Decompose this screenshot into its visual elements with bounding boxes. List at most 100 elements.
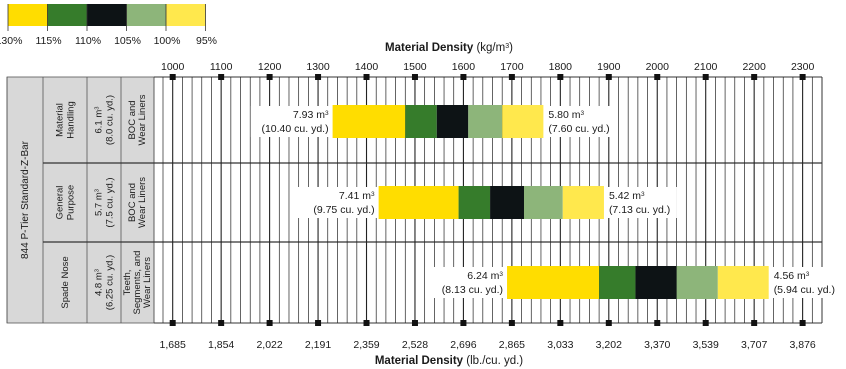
bar-segment <box>458 186 491 219</box>
group-label: 844 P-Tier Standard-Z-Bar <box>20 140 31 259</box>
value-label: (10.40 cu. yd.) <box>261 123 328 135</box>
legend-label: 110% <box>75 35 101 47</box>
tick-marker <box>557 320 564 326</box>
bar-segment <box>523 186 563 219</box>
tick-marker <box>799 74 806 80</box>
value-label: 7.93 m3 <box>293 109 329 121</box>
row-application-label: Handling <box>66 101 77 139</box>
tick-marker <box>411 320 418 326</box>
value-label: 6.24 m3 <box>467 270 503 282</box>
bottom-tick-label: 3,707 <box>741 339 767 351</box>
bottom-tick-label: 1,854 <box>208 339 234 351</box>
top-axis-title-text: Material Density (kg/m3) <box>385 42 513 54</box>
tick-marker <box>169 320 176 326</box>
tick-marker <box>218 320 225 326</box>
row-capacity-label: 5.7 m3 <box>94 188 105 216</box>
top-tick-label: 1900 <box>597 61 621 73</box>
tick-marker <box>460 320 467 326</box>
row-capacity-label: 6.1 m3 <box>94 106 105 134</box>
tick-marker <box>654 320 661 326</box>
legend-swatch <box>87 4 127 26</box>
bar-segment <box>436 105 469 138</box>
legend-swatch <box>166 4 206 26</box>
top-tick-label: 1800 <box>549 61 573 73</box>
tick-marker <box>363 320 370 326</box>
legend-swatch <box>126 4 166 26</box>
top-axis: 1000 1100 1200 1300 1400 1500 1600 1700 1800 1900… <box>161 61 814 73</box>
bar-segment <box>676 266 718 299</box>
top-tick-label: 1700 <box>500 61 524 73</box>
bottom-tick-label: 2,865 <box>499 339 525 351</box>
legend-label: 95% <box>196 35 217 47</box>
value-label: 4.56 m3 <box>774 270 810 282</box>
row-capacity-label: 4.8 m3 <box>94 268 105 296</box>
value-label: (5.94 cu. yd.) <box>774 284 835 296</box>
tick-marker <box>751 74 758 80</box>
bottom-tick-label: 3,370 <box>644 339 670 351</box>
tick-marker <box>654 74 661 80</box>
tick-marker <box>605 74 612 80</box>
legend-label: 105% <box>114 35 141 47</box>
tick-marker <box>702 74 709 80</box>
bar-segment <box>635 266 677 299</box>
bottom-tick-label: 2,191 <box>305 339 331 351</box>
tick-marker <box>702 320 709 326</box>
tick-marker <box>557 74 564 80</box>
bottom-tick-label: 3,202 <box>596 339 622 351</box>
tick-marker <box>508 74 515 80</box>
value-label-bg <box>425 267 507 298</box>
value-label: 5.80 m3 <box>548 109 584 121</box>
tick-marker <box>315 74 322 80</box>
bottom-axis-title: Material Density (lb./cu. yd.) <box>375 355 523 367</box>
top-tick-label: 2200 <box>742 61 766 73</box>
bar-segment <box>562 186 604 219</box>
top-tick-label: 2000 <box>646 61 670 73</box>
tick-marker <box>169 74 176 80</box>
top-tick-label: 1500 <box>403 61 427 73</box>
bottom-axis-title-text: Material Density (lb./cu. yd.) <box>375 355 523 367</box>
bar-segment <box>332 105 406 138</box>
row-wear-label: Wear Liners <box>142 257 153 308</box>
bottom-tick-label: 2,359 <box>353 339 379 351</box>
bar-segment <box>507 266 600 299</box>
top-tick-label: 2100 <box>694 61 718 73</box>
row-header-frame: 844 P-Tier Standard-Z-Bar Material Handlin… <box>6 76 822 324</box>
row-wear-label: BOC and <box>127 183 138 222</box>
bottom-tick-label: 3,876 <box>789 339 815 351</box>
legend-label: 115% <box>35 35 61 47</box>
top-axis-title: Material Density (kg/m3) <box>385 42 513 54</box>
legend-label: 100% <box>154 35 181 47</box>
top-tick-label: 1000 <box>161 61 185 73</box>
row-capacity-label: (8.0 cu. yd.) <box>105 95 116 145</box>
bar-segment <box>599 266 636 299</box>
row-header-bg <box>6 76 155 324</box>
tick-marker <box>266 320 273 326</box>
tick-marker <box>605 320 612 326</box>
tick-marker <box>315 320 322 326</box>
bar-segment <box>378 186 459 219</box>
tick-marker <box>799 320 806 326</box>
tick-marker <box>460 74 467 80</box>
value-label: 5.42 m3 <box>609 190 645 202</box>
value-label-bg <box>250 106 332 137</box>
bottom-tick-label: 3,033 <box>547 339 573 351</box>
legend-swatch <box>47 4 87 26</box>
row-wear-label: Teeth, <box>122 270 133 296</box>
row-wear-label: Wear Liners <box>137 94 148 145</box>
top-tick-label: 2300 <box>791 61 815 73</box>
bottom-tick-label: 2,696 <box>450 339 476 351</box>
value-label: (7.60 cu. yd.) <box>548 123 609 135</box>
value-label: 7.41 m3 <box>339 190 375 202</box>
bar-segment <box>502 105 544 138</box>
row-application-label: Purpose <box>66 185 77 220</box>
row-application-label: Spade Nose <box>60 256 71 308</box>
legend-label: 130% <box>0 35 22 47</box>
top-tick-label: 1200 <box>258 61 282 73</box>
bottom-tick-label: 2,022 <box>256 339 282 351</box>
top-tick-label: 1300 <box>306 61 330 73</box>
bottom-tick-label: 3,539 <box>693 339 719 351</box>
row-wear-label: Wear Liners <box>137 177 148 228</box>
bar-segment <box>717 266 769 299</box>
row-application-label: General <box>55 186 66 220</box>
value-label: (9.75 cu. yd.) <box>313 204 374 216</box>
